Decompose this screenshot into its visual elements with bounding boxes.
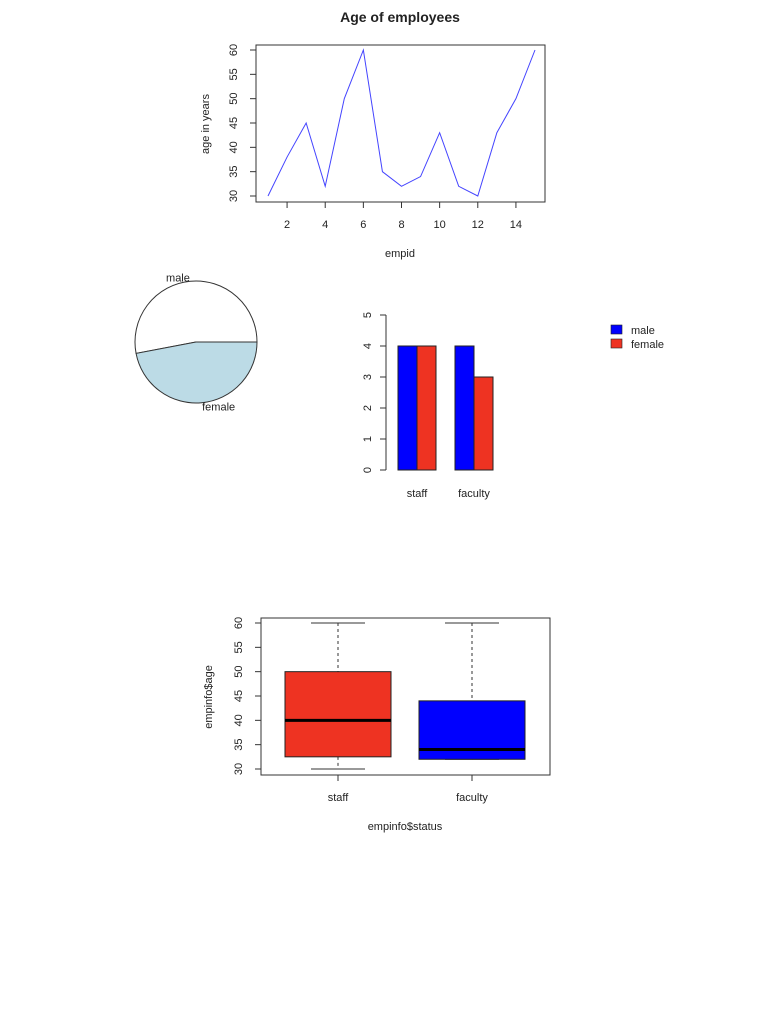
bar-faculty-male	[454, 345, 475, 471]
line-x-tick-label: 12	[472, 219, 484, 231]
box-y-tick-label: 40	[233, 714, 245, 726]
bar-faculty-female	[473, 376, 494, 471]
pie-slice-female	[135, 341, 258, 404]
bar-staff-female	[416, 345, 437, 471]
line-chart-y-axis: 30 35 40 45 50 55 60	[228, 44, 257, 202]
line-x-tick-label: 10	[434, 219, 446, 231]
box-chart-boxes	[284, 622, 526, 770]
bar-category-label: faculty	[458, 488, 490, 500]
line-x-tick-label: 2	[284, 219, 290, 231]
line-chart-title: Age of employees	[340, 9, 460, 25]
box-y-tick-label: 45	[233, 690, 245, 702]
line-y-tick-label: 40	[228, 141, 240, 153]
bar-y-tick-label: 1	[362, 436, 374, 442]
bar-chart: 0 1 2 3 4 5 staff faculty male female	[362, 312, 664, 500]
line-y-tick-label: 50	[228, 93, 240, 105]
bar-y-tick-label: 4	[362, 343, 374, 349]
legend-label-male: male	[631, 325, 655, 337]
line-y-tick-label: 60	[228, 44, 240, 56]
line-x-tick-label: 4	[322, 219, 328, 231]
pie-chart: male female	[134, 272, 258, 414]
legend-swatch-female	[610, 338, 623, 349]
box-y-tick-label: 55	[233, 641, 245, 653]
line-x-tick-label: 14	[510, 219, 522, 231]
box-y-tick-label: 35	[233, 739, 245, 751]
pie-slice-male	[134, 280, 258, 355]
line-x-tick-label: 6	[360, 219, 366, 231]
bar-chart-categories: staff faculty	[407, 488, 491, 500]
box-chart-xlabel: empinfo$status	[368, 821, 443, 833]
line-chart-xlabel: empid	[385, 248, 415, 260]
line-chart: Age of employees 2 4 6 8 10 12 14 30 35 40 45 50 55…	[200, 9, 546, 260]
pie-label-female: female	[202, 402, 235, 414]
line-y-tick-label: 45	[228, 117, 240, 129]
legend-swatch-male	[610, 324, 623, 335]
bar-y-tick-label: 2	[362, 405, 374, 411]
box-chart-ylabel: empinfo$age	[203, 665, 215, 729]
bar-chart-y-axis: 0 1 2 3 4 5	[362, 312, 387, 473]
box-y-tick-label: 30	[233, 763, 245, 775]
line-y-tick-label: 35	[228, 166, 240, 178]
line-x-tick-label: 8	[398, 219, 404, 231]
line-chart-x-axis: 2 4 6 8 10 12 14	[284, 201, 522, 231]
bar-chart-bars	[397, 345, 494, 471]
box-category-label: faculty	[456, 792, 488, 804]
box-staff	[284, 671, 392, 758]
legend-label-female: female	[631, 339, 664, 351]
bar-staff-male	[397, 345, 418, 471]
box-category-label: staff	[328, 792, 350, 804]
bar-chart-legend: male female	[610, 324, 664, 351]
box-chart-categories: staff faculty	[328, 774, 488, 804]
line-chart-series	[267, 48, 536, 197]
box-chart: 30 35 40 45 50 55 60 staff faculty empinfo$stat…	[203, 617, 551, 833]
bar-y-tick-label: 5	[362, 312, 374, 318]
line-y-tick-label: 55	[228, 68, 240, 80]
box-y-tick-label: 60	[233, 617, 245, 629]
line-chart-ylabel: age in years	[200, 94, 212, 154]
pie-label-male: male	[166, 272, 190, 284]
bar-y-tick-label: 3	[362, 374, 374, 380]
box-y-tick-label: 50	[233, 666, 245, 678]
box-chart-y-axis: 30 35 40 45 50 55 60	[233, 617, 262, 775]
bar-y-tick-label: 0	[362, 467, 374, 473]
bar-category-label: staff	[407, 488, 429, 500]
line-y-tick-label: 30	[228, 190, 240, 202]
